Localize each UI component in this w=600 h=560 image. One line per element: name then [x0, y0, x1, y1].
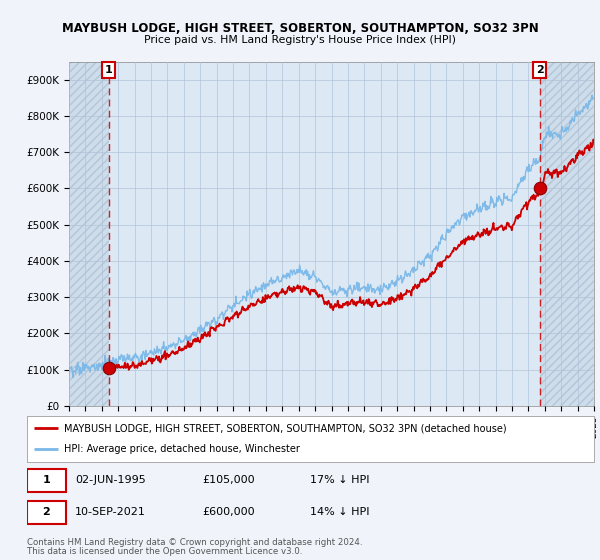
Text: 10-SEP-2021: 10-SEP-2021	[75, 507, 146, 517]
Text: 1: 1	[105, 65, 113, 75]
Text: £105,000: £105,000	[203, 475, 256, 486]
Bar	[69, 62, 109, 406]
Text: MAYBUSH LODGE, HIGH STREET, SOBERTON, SOUTHAMPTON, SO32 3PN: MAYBUSH LODGE, HIGH STREET, SOBERTON, SO…	[62, 22, 538, 35]
Text: 02-JUN-1995: 02-JUN-1995	[75, 475, 146, 486]
Text: Contains HM Land Registry data © Crown copyright and database right 2024.: Contains HM Land Registry data © Crown c…	[27, 538, 362, 547]
FancyBboxPatch shape	[27, 501, 65, 524]
Text: Price paid vs. HM Land Registry's House Price Index (HPI): Price paid vs. HM Land Registry's House …	[144, 35, 456, 45]
Text: 1: 1	[43, 475, 50, 486]
Text: This data is licensed under the Open Government Licence v3.0.: This data is licensed under the Open Gov…	[27, 547, 302, 556]
Text: 17% ↓ HPI: 17% ↓ HPI	[311, 475, 370, 486]
Text: HPI: Average price, detached house, Winchester: HPI: Average price, detached house, Winc…	[64, 444, 300, 454]
Text: 2: 2	[43, 507, 50, 517]
Text: MAYBUSH LODGE, HIGH STREET, SOBERTON, SOUTHAMPTON, SO32 3PN (detached house): MAYBUSH LODGE, HIGH STREET, SOBERTON, SO…	[64, 423, 506, 433]
Text: 14% ↓ HPI: 14% ↓ HPI	[311, 507, 370, 517]
Text: 2: 2	[536, 65, 544, 75]
Bar	[539, 62, 594, 406]
FancyBboxPatch shape	[27, 469, 65, 492]
Text: £600,000: £600,000	[203, 507, 256, 517]
